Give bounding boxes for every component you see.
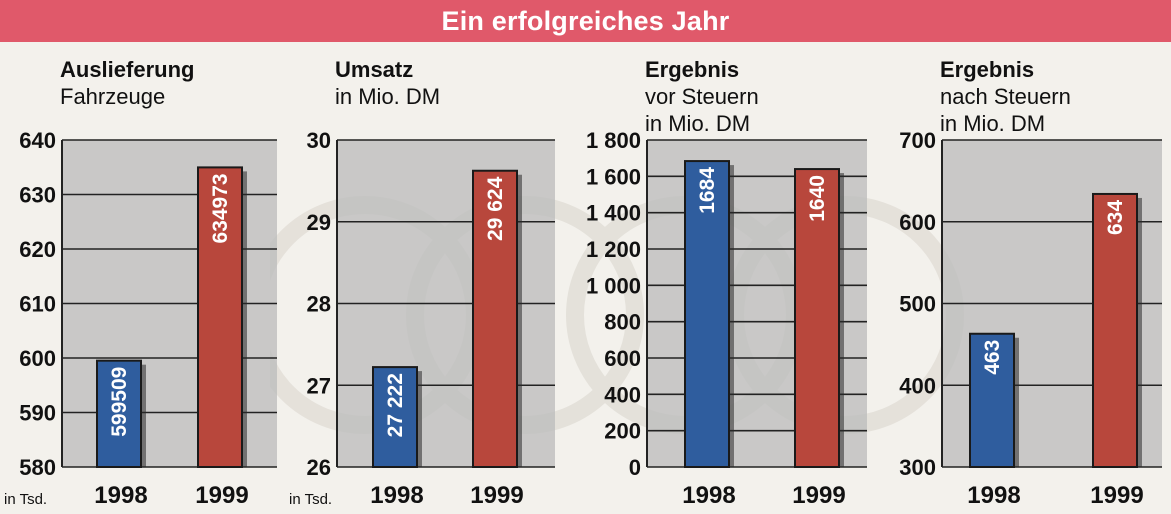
page-title: Ein erfolgreiches Jahr (441, 5, 730, 36)
bar-1998 (684, 160, 730, 468)
y-tick-label: 400 (899, 373, 936, 398)
unit-label: in Tsd. (289, 491, 333, 508)
y-tick-label: 400 (604, 382, 641, 407)
chart-title-bold: Ergebnis (940, 57, 1035, 82)
bar-value-label: 634973 (209, 173, 232, 243)
bar-value-label: 1684 (696, 167, 719, 214)
y-tick-label: 29 (307, 210, 331, 235)
y-tick-label: 26 (307, 455, 331, 480)
x-category-label: 1998 (682, 482, 735, 509)
y-tick-label: 590 (19, 401, 56, 426)
chart-title-line: nach Steuern (940, 84, 1071, 109)
chart-canvas: 0 200 400 600 800 1 000 1 200 1 400 1 600 1 800 16… (586, 128, 867, 509)
y-tick-label: 1 400 (586, 201, 641, 226)
y-tick-label: 1 200 (586, 237, 641, 262)
y-tick-label: 28 (307, 292, 331, 317)
y-tick-label: 500 (899, 292, 936, 317)
x-category-label: 1999 (195, 482, 248, 509)
y-tick-label: 1 600 (586, 164, 641, 189)
y-tick-label: 620 (19, 237, 56, 262)
y-tick-label: 1 000 (586, 273, 641, 298)
bar-1998 (372, 366, 418, 468)
bar-1998 (96, 359, 142, 469)
bar-1999 (1092, 192, 1138, 469)
chart-canvas: 26 27 28 29 30 27 222 1998 29 624 1999 (307, 128, 555, 509)
chart-title-line: in Mio. DM (940, 111, 1046, 136)
bar-1999 (472, 169, 518, 468)
bar-1999 (197, 166, 243, 468)
bar-value-label: 29 624 (484, 176, 507, 241)
chart-panel: Auslieferung Fahrzeuge 580 590 600 610 620 630 6… (0, 42, 287, 514)
chart-canvas: 300 400 500 600 700 463 1998 634 1999 (899, 128, 1162, 509)
y-tick-label: 600 (899, 210, 936, 235)
y-tick-label: 0 (629, 455, 641, 480)
y-tick-label: 800 (604, 310, 641, 335)
y-tick-label: 630 (19, 183, 56, 208)
y-tick-label: 200 (604, 419, 641, 444)
unit-label: in Tsd. (4, 491, 48, 508)
bar-1999 (794, 168, 840, 468)
x-category-label: 1999 (792, 482, 845, 509)
y-tick-label: 580 (19, 455, 56, 480)
chart-title-line: in Mio. DM (335, 84, 441, 109)
y-tick-label: 27 (307, 373, 331, 398)
y-tick-label: 640 (19, 128, 56, 153)
x-category-label: 1998 (370, 482, 423, 509)
chart-title: Auslieferung Fahrzeuge (60, 56, 194, 110)
y-tick-label: 600 (19, 346, 56, 371)
y-tick-label: 30 (307, 128, 331, 153)
chart-title: Ergebnis vor Steuern in Mio. DM (645, 56, 759, 137)
chart-title-line: vor Steuern (645, 84, 759, 109)
chart-panel: Ergebnis nach Steuern in Mio. DM 300 400 500 6… (875, 42, 1171, 514)
chart-panel: Ergebnis vor Steuern in Mio. DM 0 200 400 600 8… (577, 42, 877, 514)
chart-title: Umsatz in Mio. DM (335, 56, 440, 110)
title-banner: Ein erfolgreiches Jahr (0, 0, 1171, 42)
y-tick-label: 1 800 (586, 128, 641, 153)
chart-title-line: Fahrzeuge (60, 84, 166, 109)
x-category-label: 1998 (94, 482, 147, 509)
chart-title: Ergebnis nach Steuern in Mio. DM (940, 56, 1071, 137)
bar-value-label: 599509 (108, 367, 131, 437)
y-tick-label: 600 (604, 346, 641, 371)
y-tick-label: 300 (899, 455, 936, 480)
bar-value-label: 634 (1104, 200, 1127, 235)
bar-1998 (969, 332, 1015, 468)
x-category-label: 1999 (470, 482, 523, 509)
bar-value-label: 27 222 (384, 373, 407, 437)
chart-title-line: in Mio. DM (645, 111, 751, 136)
chart-title-bold: Umsatz (335, 57, 414, 82)
x-category-label: 1998 (967, 482, 1020, 509)
x-category-label: 1999 (1090, 482, 1143, 509)
y-tick-label: 610 (19, 292, 56, 317)
y-tick-label: 700 (899, 128, 936, 153)
chart-panel: Umsatz in Mio. DM 26 27 28 29 30 27 222 1998 29 6… (285, 42, 565, 514)
chart-title-bold: Ergebnis (645, 57, 740, 82)
bar-value-label: 463 (981, 340, 1004, 375)
chart-title-bold: Auslieferung (60, 57, 195, 82)
bar-value-label: 1640 (806, 175, 829, 222)
chart-canvas: 580 590 600 610 620 630 640 599509 1998 634973 199… (19, 128, 277, 509)
